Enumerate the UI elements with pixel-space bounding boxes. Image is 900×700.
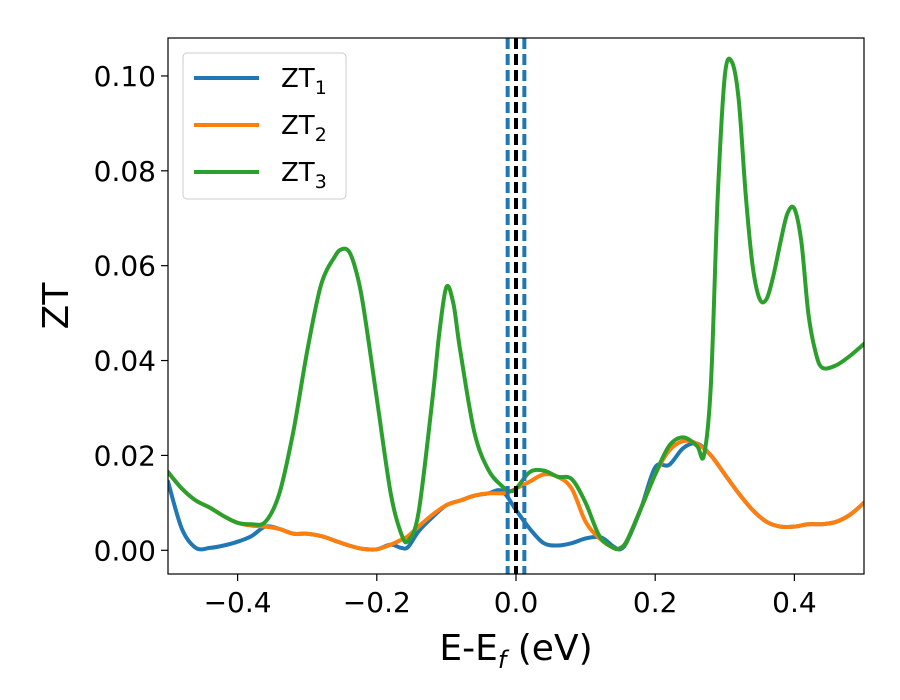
x-axis-label-unit: (eV) (506, 628, 592, 669)
x-axis-label: E-Ef (eV) (439, 628, 592, 674)
y-axis-label: ZT (36, 282, 77, 330)
y-axis: 0.00 0.02 0.04 0.06 0.08 0.10 (94, 60, 168, 567)
x-tick-label: −0.4 (204, 586, 272, 619)
legend-label-zt1: ZT1 (281, 64, 327, 99)
series-line-zt3 (168, 56, 864, 552)
legend: ZT1 ZT2 ZT3 (182, 52, 347, 200)
x-axis: −0.4 −0.2 0.0 0.2 0.4 (204, 574, 817, 619)
reference-lines (505, 38, 527, 574)
x-axis-label-main: E-E (439, 628, 497, 669)
legend-label-zt2: ZT2 (281, 111, 327, 146)
x-tick-label: 0.4 (772, 586, 817, 619)
y-tick-label: 0.02 (94, 439, 156, 472)
y-tick-label: 0.10 (94, 60, 156, 93)
legend-box (182, 52, 347, 200)
y-tick-label: 0.04 (94, 345, 156, 378)
x-tick-label: −0.2 (343, 586, 411, 619)
y-tick-label: 0.00 (94, 534, 156, 567)
x-tick-label: 0.2 (633, 586, 678, 619)
x-tick-label: 0.0 (494, 586, 539, 619)
legend-label-zt3: ZT3 (281, 158, 327, 193)
y-tick-label: 0.06 (94, 250, 156, 283)
y-tick-label: 0.08 (94, 155, 156, 188)
